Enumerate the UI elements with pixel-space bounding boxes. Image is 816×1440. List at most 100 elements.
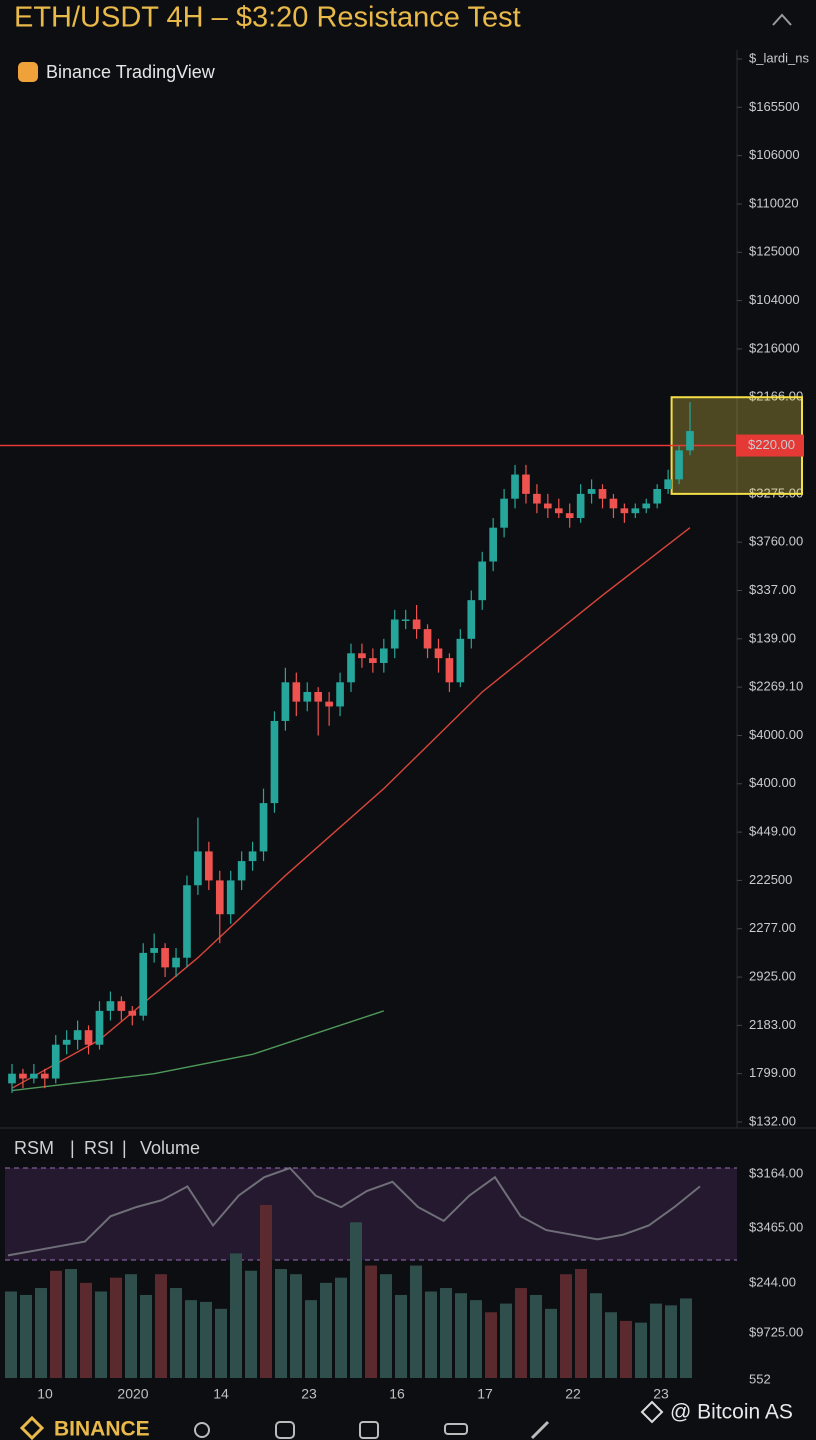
volume-bar [65,1269,77,1378]
y-tick-label: $165500 [749,99,800,114]
candle-body [139,952,148,1016]
candle-body [237,861,246,881]
volume-bar [140,1294,152,1378]
x-tick-label: 16 [389,1386,405,1402]
y-tick-label: $139.00 [749,630,796,645]
y-tick-label: $2166.00 [749,389,803,404]
nav-icon[interactable] [194,1422,210,1438]
y-tick-label: $216000 [749,340,800,355]
panel-tab[interactable]: RSM [14,1138,54,1158]
candle-body [106,1001,115,1011]
candle-body [248,851,257,862]
candle-body [664,479,672,490]
volume-bar [335,1277,347,1378]
nav-icon[interactable] [275,1421,295,1439]
nav-icon[interactable] [359,1421,379,1439]
volume-bar [470,1300,482,1378]
collapse-icon[interactable] [772,13,792,26]
candle-body [183,885,191,958]
nav-icon[interactable] [530,1420,550,1440]
candle-body [631,508,640,514]
panel-axis-label: $3465.00 [749,1219,803,1234]
candle-body [412,619,421,630]
volume-bar [620,1320,632,1378]
y-tick-label: 2277.00 [749,920,796,935]
volume-bar [275,1269,287,1378]
volume-bar [170,1288,182,1378]
volume-bar [395,1294,407,1378]
volume-bar [320,1282,332,1378]
candle-body [598,489,607,499]
x-tick-label: 10 [37,1386,53,1402]
panel-tab[interactable]: Volume [140,1138,200,1158]
nav-icon[interactable] [444,1423,468,1435]
y-tick-label: $4000.00 [749,727,803,742]
volume-bar [185,1300,197,1378]
candle-body [653,489,662,504]
y-tick-label: $3275.00 [749,485,803,500]
tab-divider: | [122,1138,127,1158]
rsi-band [5,1168,737,1260]
volume-bar [200,1301,212,1378]
candle-body [686,431,694,451]
volume-bar [305,1300,317,1378]
candle-body [73,1030,82,1040]
panel-axis-label: $3164.00 [749,1165,803,1180]
volume-bar [485,1312,497,1378]
volume-bar [245,1270,257,1378]
candle-body [369,658,377,663]
volume-bar [635,1322,647,1378]
candle-body [292,682,301,702]
volume-bar [530,1294,542,1378]
panel-axis-label: $9725.00 [749,1324,803,1339]
y-tick-label: 2925.00 [749,968,796,983]
candle-body [423,629,432,649]
candle-body [401,619,410,621]
y-tick-label: 1799.00 [749,1065,796,1080]
volume-bar [215,1308,227,1378]
tab-divider: | [70,1138,75,1158]
candle-body [565,513,574,519]
x-tick-label: 23 [301,1386,317,1402]
candle-body [478,561,487,601]
x-tick-label: 23 [653,1386,669,1402]
x-tick-label: 2020 [117,1386,148,1402]
volume-bar [665,1305,677,1378]
price-label: $220.00 [748,437,795,452]
y-tick-label: $_lardi_ns [749,50,809,65]
candle-body [336,682,344,707]
moving-average [11,1010,385,1092]
candle-body [554,508,563,514]
volume-bar [680,1298,692,1378]
y-tick-label: $110020 [749,195,799,210]
panel-axis-label: $244.00 [749,1274,796,1289]
candle-body [500,498,508,528]
x-tick-label: 14 [213,1386,229,1402]
candle-body [62,1039,71,1045]
candle-body [456,638,465,683]
y-tick-label: $400.00 [749,775,796,790]
candle-body [620,508,629,514]
candle-body [128,1010,137,1016]
candle-body [51,1044,60,1079]
candle-body [511,474,519,499]
volume-bar [35,1288,47,1378]
volume-bar [20,1294,32,1378]
watermark-logo [640,1400,664,1424]
volume-bar [545,1308,557,1378]
candle-body [259,803,268,852]
candle-body [576,493,585,519]
candle-body [467,600,476,639]
volume-bar [365,1265,377,1378]
candle-body [281,682,290,721]
candle-body [445,658,454,683]
candle-body [226,880,235,915]
y-tick-label: $337.00 [749,582,796,597]
candle-body [544,503,552,509]
brand[interactable]: BINANCE [54,1418,150,1440]
y-tick-label: $3760.00 [749,534,803,549]
volume-bar [125,1274,137,1378]
panel-tab[interactable]: RSI [84,1138,114,1158]
